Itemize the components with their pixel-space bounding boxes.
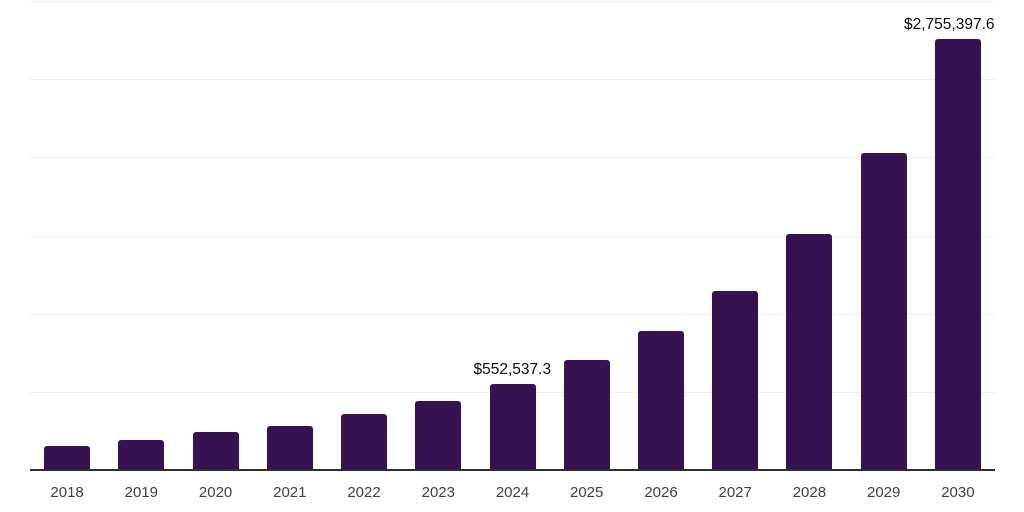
x-tick-label-2019: 2019 <box>124 484 158 501</box>
bar-2026 <box>638 330 684 469</box>
gridline <box>30 157 995 159</box>
bar-2022 <box>341 413 387 469</box>
x-tick-label-2023: 2023 <box>421 484 455 501</box>
bar-2020 <box>192 432 239 469</box>
gridline <box>30 313 995 315</box>
bar-2029 <box>860 153 907 469</box>
gridline <box>30 1 995 2</box>
bar-2023 <box>415 401 462 469</box>
x-tick-label-2030: 2030 <box>941 484 975 501</box>
x-tick-label-2018: 2018 <box>50 484 84 501</box>
bar-2024 <box>489 383 536 469</box>
x-tick-label-2022: 2022 <box>347 484 381 501</box>
x-tick-label-2020: 2020 <box>198 484 233 501</box>
data-label-2030: $2,755,397.6 <box>904 16 995 34</box>
gridline <box>30 79 995 81</box>
x-tick-label-2026: 2026 <box>644 484 678 501</box>
bar-2028 <box>786 233 833 469</box>
x-tick-label-2027: 2027 <box>718 484 752 501</box>
bar-2021 <box>266 426 313 469</box>
data-label-2024: $552,537.3 <box>473 360 552 378</box>
x-tick-label-2025: 2025 <box>570 484 604 501</box>
gridline <box>30 235 995 237</box>
bar-2027 <box>712 290 759 469</box>
bar-2030 <box>934 39 981 469</box>
x-tick-label-2028: 2028 <box>792 484 827 501</box>
x-tick-label-2029: 2029 <box>867 484 901 501</box>
bar-2019 <box>118 440 165 469</box>
bar-2018 <box>44 445 91 469</box>
bar-2025 <box>563 359 610 469</box>
x-axis-line <box>30 469 995 471</box>
x-tick-label-2021: 2021 <box>273 484 307 501</box>
x-tick-label-2024: 2024 <box>495 484 530 501</box>
